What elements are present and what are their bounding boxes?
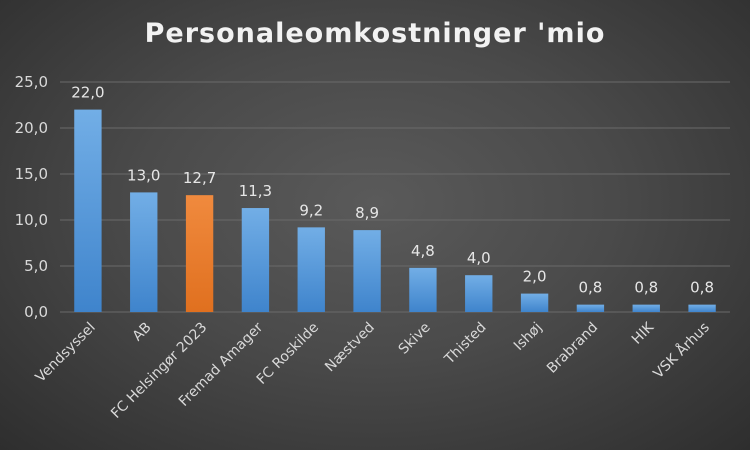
bar: [130, 192, 158, 312]
data-label: 12,7: [183, 169, 216, 187]
y-tick-label: 15,0: [15, 165, 48, 183]
x-tick-label: Vendsyssel: [33, 320, 99, 386]
bar: [241, 208, 270, 312]
x-tick-label: VSK Århus: [650, 319, 713, 382]
x-tick-label: Skive: [396, 320, 434, 358]
data-label: 2,0: [523, 268, 547, 286]
x-tick-label: Brabrand: [544, 320, 601, 377]
y-tick-label: 10,0: [15, 211, 48, 229]
data-label: 4,8: [411, 242, 435, 260]
x-tick-label: AB: [130, 320, 155, 345]
x-tick-label: FC Helsingør 2023: [108, 320, 210, 422]
x-tick-label: Næstved: [322, 320, 378, 376]
x-tick-label: Thisted: [441, 320, 490, 369]
chart-title: Personaleomkostninger 'mio: [144, 18, 606, 49]
y-tick-label: 0,0: [24, 303, 48, 321]
data-label: 0,8: [634, 279, 658, 297]
data-label: 4,0: [467, 249, 491, 267]
x-tick-label: Ishøj: [511, 320, 545, 354]
data-label: 13,0: [127, 166, 160, 184]
bar: [409, 267, 437, 312]
data-label: 9,2: [299, 201, 323, 219]
bar: [520, 293, 549, 312]
data-label: 22,0: [71, 84, 104, 102]
data-label: 0,8: [690, 279, 714, 297]
y-tick-label: 25,0: [15, 73, 48, 91]
bar: [688, 304, 716, 312]
bar: [465, 275, 493, 312]
data-label: 0,8: [578, 279, 602, 297]
x-tick-label: HIK: [629, 319, 658, 348]
bar: [632, 304, 660, 312]
y-tick-label: 5,0: [24, 257, 48, 275]
y-tick-label: 20,0: [15, 119, 48, 137]
data-label: 11,3: [239, 182, 272, 200]
bar: [353, 230, 381, 312]
data-label: 8,9: [355, 204, 379, 222]
bar: [576, 304, 605, 312]
bar: [297, 227, 325, 312]
bar: [74, 109, 102, 312]
bar: [185, 195, 214, 312]
